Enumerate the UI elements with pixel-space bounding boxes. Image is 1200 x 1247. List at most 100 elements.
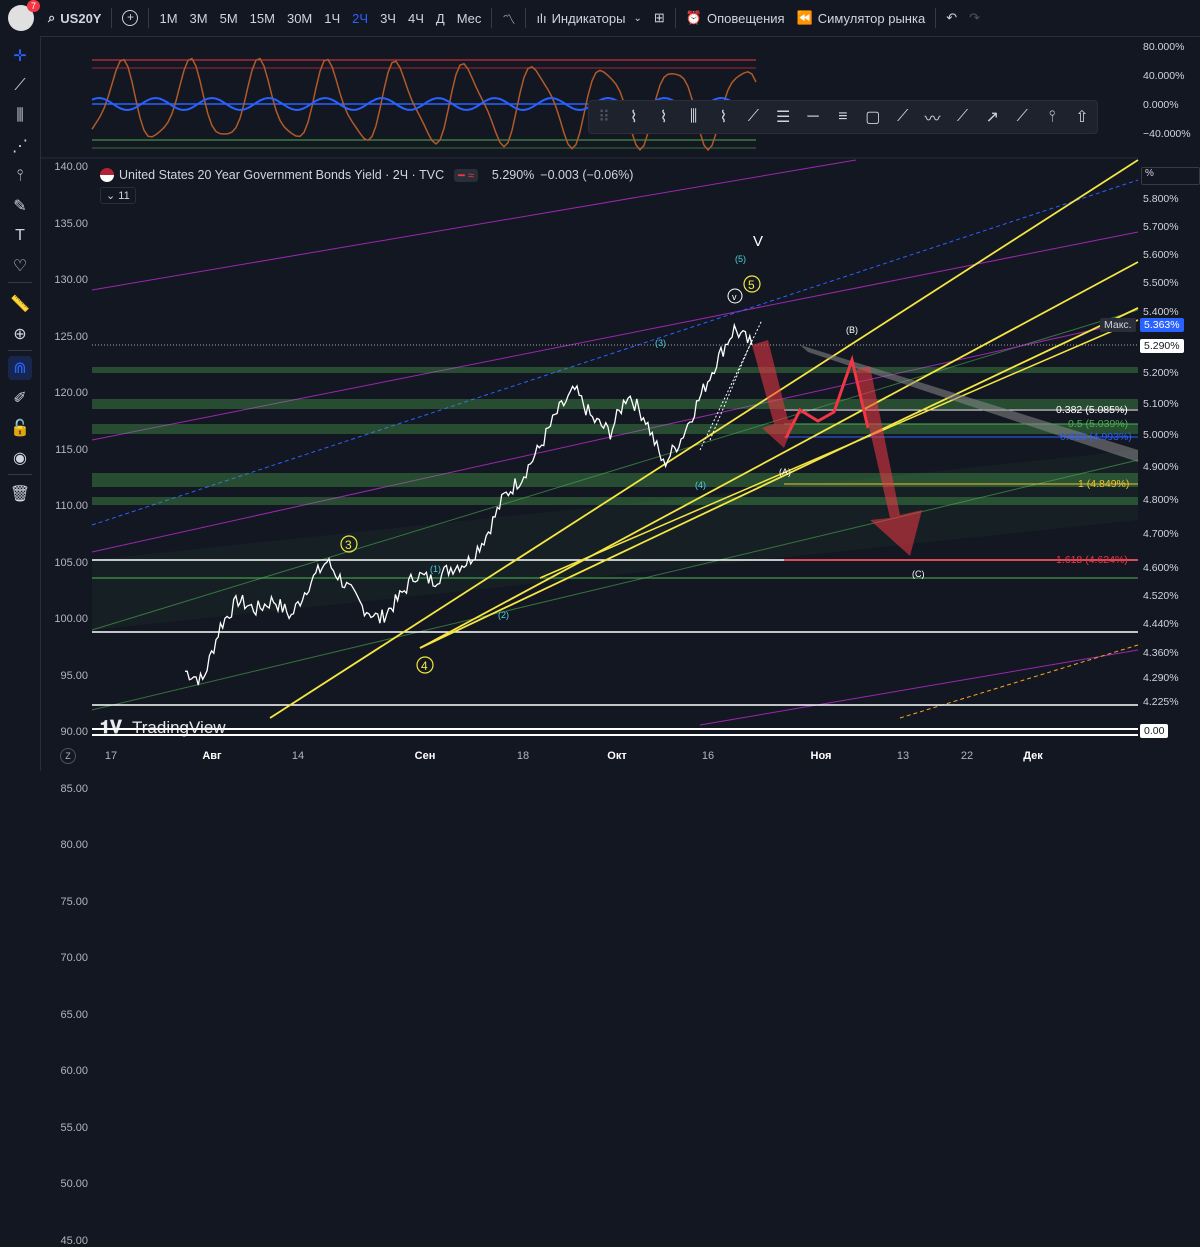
legend-change: −0.003 (−0.06%) xyxy=(540,168,634,182)
crosshair-tool[interactable]: ✛ xyxy=(8,44,32,68)
compare-button[interactable]: + xyxy=(116,0,144,36)
pitchfork-tool[interactable]: ⫼ xyxy=(8,104,32,128)
zoom-tool[interactable]: ⊕ xyxy=(8,322,32,346)
elliott-triangle-tool[interactable]: ⌇ xyxy=(711,104,737,130)
time-axis-label: Дек xyxy=(1023,750,1043,762)
redo-button[interactable]: ↷ xyxy=(963,0,986,36)
arrow-up-tool[interactable]: ⇧ xyxy=(1069,104,1095,130)
price-chart[interactable]: V (5) v 5 3 4 (3) (4) (1) (2) (A) (B) (C… xyxy=(0,0,1200,771)
parallel-channel-tool[interactable]: ≡ xyxy=(830,104,856,130)
elliott-correction-tool[interactable]: ⌇ xyxy=(651,104,677,130)
horizontal-lines-tool[interactable]: ☰ xyxy=(770,104,796,130)
divider xyxy=(8,474,32,475)
undo-icon: ↶ xyxy=(946,10,958,25)
timezone-button[interactable]: Z xyxy=(60,748,76,764)
timeframe-4[interactable]: 30М xyxy=(286,10,313,26)
horizontal-lines-icon: ☰ xyxy=(776,109,791,126)
trendline-tool[interactable]: ⟋ xyxy=(8,74,32,98)
indicators-button[interactable]: ılı Индикаторы ⌄ xyxy=(530,0,647,36)
circle-4-marker xyxy=(416,656,434,674)
trend-angle-tool[interactable]: ⟋ xyxy=(890,104,916,130)
trash-icon: 🗑 xyxy=(9,486,31,503)
pattern-tool[interactable]: ⋰ xyxy=(8,134,32,158)
ruler-tool[interactable]: 📏 xyxy=(8,292,32,316)
legend-title[interactable]: United States 20 Year Government Bonds Y… xyxy=(119,168,445,182)
price-axis-tick: 4.600% xyxy=(1143,562,1179,574)
extended-line-tool[interactable]: ⟋ xyxy=(1009,104,1035,130)
timeframe-9[interactable]: Д xyxy=(435,10,445,26)
timeframe-10[interactable]: Мес xyxy=(456,10,482,26)
unit-selector[interactable]: % xyxy=(1141,167,1200,185)
horizontal-ray-icon: ─ xyxy=(807,108,819,125)
left-axis-tick: 70.00 xyxy=(60,952,88,964)
rectangle-tool[interactable]: ▢ xyxy=(860,104,886,130)
green-channel-fill xyxy=(92,450,1138,630)
text-tool[interactable]: T xyxy=(8,224,32,248)
timeframe-6[interactable]: 2Ч xyxy=(352,10,369,26)
green-zone-4 xyxy=(92,473,1138,487)
timeframe-3[interactable]: 15М xyxy=(249,10,275,26)
purple-channel-4 xyxy=(699,649,1139,726)
timeframe-0[interactable]: 1М xyxy=(159,10,178,26)
lock-tool[interactable]: 🔓 xyxy=(8,416,32,440)
chart-type-button[interactable]: 〽 xyxy=(496,0,521,36)
label-corr-b: (B) xyxy=(846,325,858,335)
replay-button[interactable]: ⏪ Симулятор рынка xyxy=(791,0,932,36)
price-axis-tick: 5.000% xyxy=(1143,429,1179,441)
purple-channel-3 xyxy=(91,319,1139,553)
pencil-lock-icon: ✐ xyxy=(13,390,27,407)
line-tool[interactable]: ⟋ xyxy=(740,104,766,130)
layouts-button[interactable]: ⊞ xyxy=(648,0,671,36)
path-tool[interactable]: 〰 xyxy=(920,104,946,130)
left-axis-tick: 85.00 xyxy=(60,782,88,795)
red-zigzag-projection xyxy=(784,354,870,439)
fib-level-label: 0.5 (5.039%) xyxy=(1068,418,1129,430)
timeframe-2[interactable]: 5М xyxy=(219,10,238,26)
symbol-search[interactable]: ⌕ US20Y xyxy=(42,0,107,36)
undo-button[interactable]: ↶ xyxy=(940,0,963,36)
brush-tool[interactable]: ✎ xyxy=(8,194,32,218)
price-axis-tick: 4.290% xyxy=(1143,672,1179,684)
timeframe-5[interactable]: 1Ч xyxy=(324,10,341,26)
tradingview-watermark: 𝟏𝐕 TradingView xyxy=(100,717,226,737)
time-axis-label: 14 xyxy=(291,750,305,762)
delete-tool[interactable]: 🗑 xyxy=(8,482,32,506)
crosshair-icon: ✛ xyxy=(13,48,27,65)
visibility-tool[interactable]: ◉ xyxy=(8,446,32,470)
drag-handle[interactable]: ⠿ xyxy=(598,109,610,126)
timeframe-7[interactable]: 3Ч xyxy=(380,10,396,26)
legend-collapse-toggle[interactable]: ⌄ 11 xyxy=(100,187,136,204)
circle-3-marker xyxy=(340,535,358,553)
divider xyxy=(525,8,527,28)
line-icon: ⟋ xyxy=(747,108,759,125)
timeframe-8[interactable]: 4Ч xyxy=(407,10,424,26)
price-axis-tick: 4.800% xyxy=(1143,494,1179,506)
fib-channel-tool[interactable]: ⫼ xyxy=(681,104,707,130)
indicators-icon: ılı xyxy=(536,10,547,26)
magnet-tool[interactable]: ⋒ xyxy=(8,356,32,380)
divider xyxy=(8,350,32,351)
extended-line-icon: ⟋ xyxy=(1016,108,1028,125)
lock-drawings-tool[interactable]: ✐ xyxy=(8,386,32,410)
circle-5-marker xyxy=(743,275,761,293)
line-chart-icon: 〽 xyxy=(502,11,516,27)
arrow-tool[interactable]: ↗ xyxy=(979,104,1005,130)
price-axis-tick: 4.520% xyxy=(1143,590,1179,602)
icon-tool[interactable]: ♡ xyxy=(8,254,32,278)
user-avatar[interactable]: 7 xyxy=(8,0,40,31)
fib-level-label: 0.618 (4.993%) xyxy=(1060,431,1132,443)
notification-badge: 7 xyxy=(26,0,40,12)
timeframe-1[interactable]: 3М xyxy=(189,10,208,26)
path-icon: 〰 xyxy=(924,111,941,128)
alerts-button[interactable]: ⏰ Оповещения xyxy=(680,0,791,36)
legend-flags[interactable]: ━ ≈ xyxy=(454,168,478,182)
time-axis-label: Сен xyxy=(414,750,436,762)
fork-tool[interactable]: ⫯ xyxy=(1039,104,1065,130)
osc-axis-tick: 40.000% xyxy=(1143,70,1185,82)
elliott-impulse-tool[interactable]: ⌇ xyxy=(621,104,647,130)
arrow-up-icon: ⇧ xyxy=(1075,109,1089,126)
ray-tool[interactable]: ⟋ xyxy=(950,104,976,130)
horizontal-ray-tool[interactable]: ─ xyxy=(800,104,826,130)
rewind-icon: ⏪ xyxy=(796,10,813,25)
forecast-tool[interactable]: ⫯ xyxy=(8,164,32,188)
